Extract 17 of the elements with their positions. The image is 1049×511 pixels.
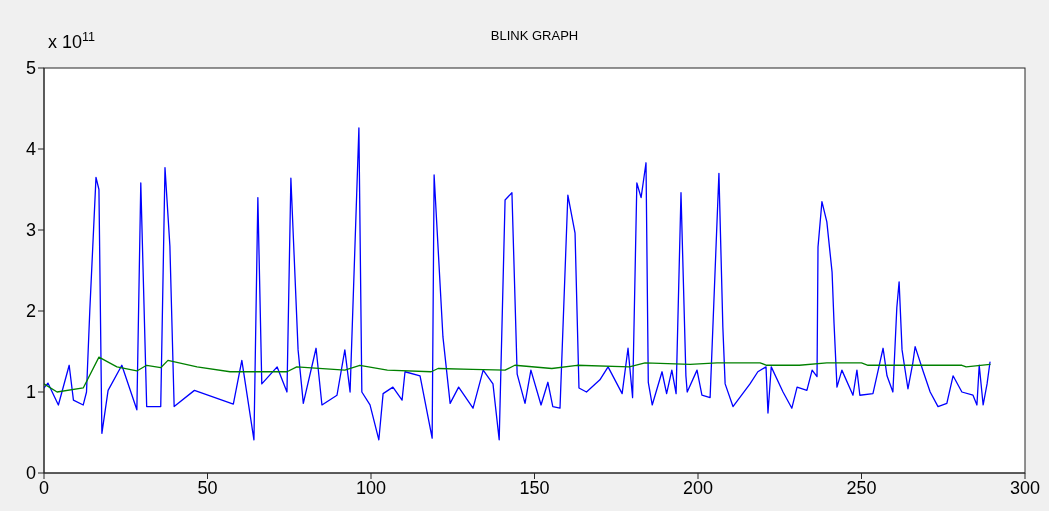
y-tick-label: 2 <box>25 301 36 322</box>
line-series <box>44 356 991 393</box>
x-tick-label: 200 <box>682 477 714 498</box>
x-tick-label: 50 <box>197 477 218 498</box>
y-tick-label: 3 <box>25 220 36 241</box>
y-tick-label: 1 <box>25 382 36 403</box>
x-tick-label: 300 <box>1009 477 1041 498</box>
x-tick-label: 100 <box>355 477 387 498</box>
x-tick-label: 250 <box>846 477 877 498</box>
text: x 10$^{11}$ <box>48 30 96 53</box>
x-tick-label: 0 <box>38 477 50 498</box>
y-tick-label: 0 <box>25 463 36 484</box>
y-tick-label: 4 <box>25 139 36 160</box>
line-series <box>44 127 991 441</box>
y-tick-label: 5 <box>25 58 36 79</box>
x-tick-label: 150 <box>519 477 550 498</box>
chart-title: BLINK GRAPH <box>490 28 579 43</box>
